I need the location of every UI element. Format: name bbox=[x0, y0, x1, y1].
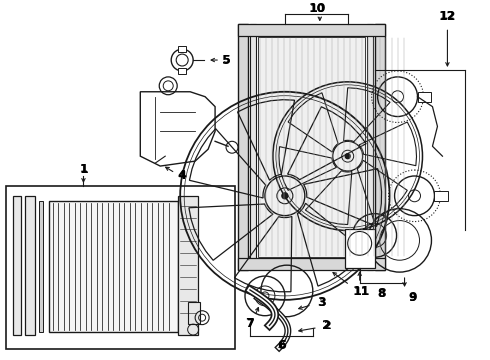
Text: 10: 10 bbox=[310, 4, 325, 14]
Text: 1: 1 bbox=[79, 164, 87, 174]
Circle shape bbox=[282, 193, 288, 199]
Text: 9: 9 bbox=[409, 293, 416, 303]
Bar bbox=[238, 24, 385, 36]
Text: 6: 6 bbox=[278, 341, 286, 350]
Text: 2: 2 bbox=[322, 319, 331, 332]
Text: 10: 10 bbox=[309, 2, 326, 15]
Bar bbox=[13, 196, 21, 334]
Bar bbox=[178, 46, 186, 52]
Bar bbox=[238, 258, 385, 270]
Bar bbox=[6, 186, 235, 350]
Text: 11: 11 bbox=[353, 285, 370, 298]
Bar bbox=[39, 201, 43, 332]
Bar bbox=[49, 201, 178, 332]
Text: 11: 11 bbox=[354, 287, 369, 297]
Bar bbox=[238, 24, 248, 270]
Text: 4: 4 bbox=[178, 170, 187, 183]
Text: 6: 6 bbox=[277, 339, 286, 352]
Text: 3: 3 bbox=[318, 296, 326, 309]
Bar bbox=[345, 229, 375, 268]
Bar bbox=[178, 68, 186, 74]
Text: 2: 2 bbox=[323, 321, 331, 330]
Text: 12: 12 bbox=[440, 12, 455, 22]
Text: 7: 7 bbox=[245, 317, 254, 330]
Bar bbox=[24, 196, 35, 334]
Bar bbox=[375, 24, 385, 270]
Bar bbox=[435, 191, 448, 201]
Text: 5: 5 bbox=[222, 55, 230, 65]
Text: 4: 4 bbox=[178, 171, 186, 181]
Text: 8: 8 bbox=[378, 289, 386, 299]
Bar bbox=[188, 302, 200, 324]
Text: 3: 3 bbox=[318, 298, 325, 308]
Bar bbox=[178, 196, 198, 334]
Bar bbox=[258, 37, 365, 257]
Text: 5: 5 bbox=[221, 54, 230, 67]
Text: 7: 7 bbox=[246, 319, 254, 329]
Circle shape bbox=[345, 154, 350, 159]
Text: 12: 12 bbox=[439, 10, 456, 23]
Text: 9: 9 bbox=[408, 291, 417, 304]
Bar bbox=[367, 24, 372, 270]
Text: 1: 1 bbox=[79, 163, 88, 176]
Bar bbox=[250, 24, 256, 270]
Text: 8: 8 bbox=[377, 287, 386, 300]
Bar bbox=[417, 92, 432, 102]
